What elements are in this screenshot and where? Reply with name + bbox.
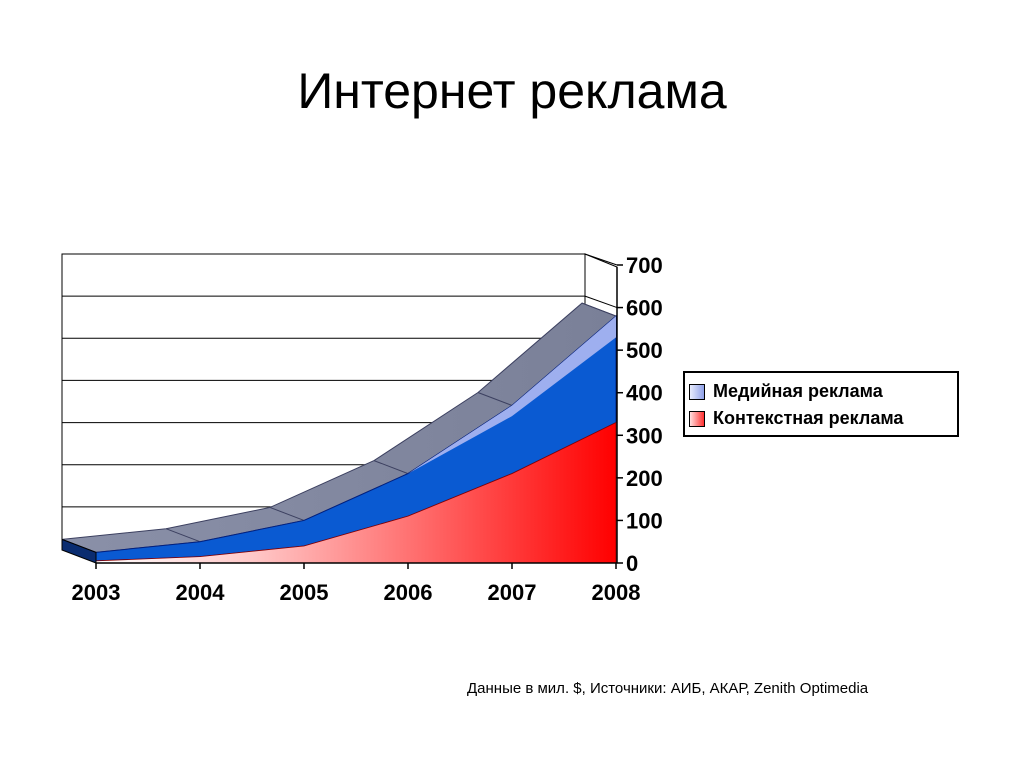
media-roof-edge-2005 [269,506,305,521]
source-note: Данные в мил. $, Источники: АИБ, АКАР, Z… [467,680,869,697]
y-tick-label-700: 700 [626,253,663,278]
y-tick-label-300: 300 [626,423,663,448]
slide-title: Интернет реклама [297,63,727,119]
media-roof-edge-2007 [477,392,513,406]
gridline-side-600 [584,295,618,309]
x-tick-label-2006: 2006 [384,580,433,605]
y-tick-label-600: 600 [626,296,663,321]
legend-item-context: Контекстная реклама [689,405,957,432]
media-roof-edge-2004 [165,528,201,543]
media-roof-edge-2008 [581,302,617,317]
y-tick-label-100: 100 [626,508,663,533]
y-tick-label-0: 0 [626,551,638,576]
axis-layer: 0 100 200 300 400 500 600 700 2003 2004 2005 2006 20… [72,253,663,605]
legend-item-media: Медийная реклама [689,378,957,405]
chart-legend: Медийная реклама Контекстная реклама [683,371,959,437]
y-tick-label-400: 400 [626,381,663,406]
x-tick-label-2008: 2008 [592,580,641,605]
x-tick-label-2003: 2003 [72,580,121,605]
y-tick-label-200: 200 [626,466,663,491]
area-layer [61,302,617,564]
gridline-side-700 [584,253,618,266]
x-tick-label-2005: 2005 [280,580,329,605]
x-tick-label-2007: 2007 [488,580,537,605]
legend-swatch-media [689,383,705,400]
legend-label-context: Контекстная реклама [713,408,904,428]
y-tick-label-500: 500 [626,338,663,363]
legend-label-media: Медийная реклама [713,381,883,401]
x-tick-label-2004: 2004 [176,580,226,605]
media-roof-edge-2006 [373,460,409,475]
legend-swatch-context [689,410,705,427]
